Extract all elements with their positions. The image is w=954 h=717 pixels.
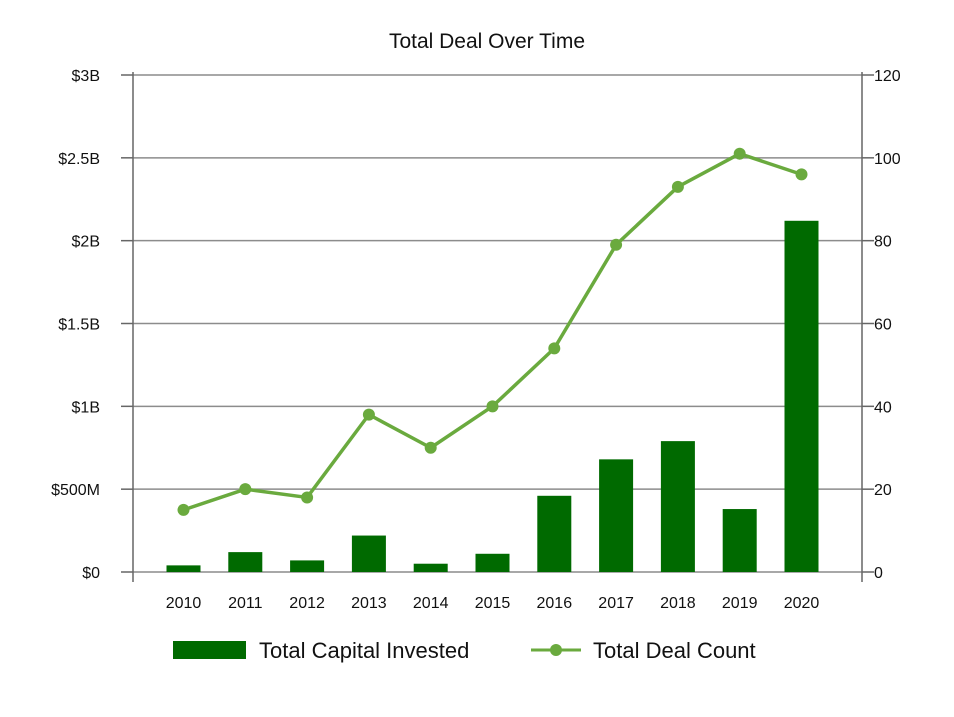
left-axis-tick-label: $0 xyxy=(82,565,100,582)
deal-count-point xyxy=(548,342,561,355)
bar-series xyxy=(166,220,819,572)
deal-count-point xyxy=(486,400,499,413)
chart-title: Total Deal Over Time xyxy=(389,30,585,53)
gridlines xyxy=(133,74,862,573)
right-axis-tick-label: 80 xyxy=(874,234,892,251)
x-axis-tick-label: 2019 xyxy=(722,595,758,612)
deal-count-point xyxy=(239,483,252,496)
deal-count-point xyxy=(362,408,375,421)
right-axis-tick-label: 40 xyxy=(874,399,892,416)
bar xyxy=(290,560,325,572)
bar xyxy=(784,220,819,572)
deal-count-point xyxy=(177,503,190,516)
deal-count-point xyxy=(610,238,623,251)
right-axis-tick-label: 60 xyxy=(874,317,892,334)
right-axis-tick-label: 0 xyxy=(874,565,883,582)
right-axis-tick-label: 120 xyxy=(874,68,901,85)
left-axis-tick-label: $1.5B xyxy=(58,317,100,334)
left-axis-tick-label: $2.5B xyxy=(58,151,100,168)
right-axis-tick-label: 100 xyxy=(874,151,901,168)
left-axis-tick-label: $500M xyxy=(51,482,100,499)
left-axis-tick-label: $2B xyxy=(72,234,100,251)
x-axis-tick-label: 2018 xyxy=(660,595,696,612)
x-axis-tick-label: 2011 xyxy=(228,595,263,612)
legend: Total Capital Invested Total Deal Count xyxy=(173,638,756,663)
legend-swatch-bar xyxy=(173,641,246,659)
bar xyxy=(475,553,510,572)
axes xyxy=(121,72,874,582)
bar xyxy=(599,459,634,572)
line-series xyxy=(177,147,808,516)
left-axis-tick-label: $3B xyxy=(72,68,100,85)
bar xyxy=(413,563,448,572)
x-axis-tick-label: 2013 xyxy=(351,595,387,612)
bar xyxy=(166,565,201,572)
deal-count-point xyxy=(301,491,314,504)
x-axis-tick-label: 2010 xyxy=(166,595,202,612)
x-axis-tick-label: 2016 xyxy=(537,595,573,612)
x-axis-tick-label: 2015 xyxy=(475,595,511,612)
legend-label-line: Total Deal Count xyxy=(593,638,756,663)
x-axis-tick-label: 2014 xyxy=(413,595,449,612)
bar xyxy=(660,441,695,572)
left-axis-tick-label: $1B xyxy=(72,399,100,416)
deal-count-point xyxy=(424,441,437,454)
x-axis-tick-label: 2012 xyxy=(289,595,325,612)
bar xyxy=(351,535,386,572)
x-axis-tick-label: 2017 xyxy=(598,595,634,612)
deal-count-point xyxy=(671,180,684,193)
deal-count-line xyxy=(182,151,803,512)
bar xyxy=(228,552,263,572)
deal-count-point xyxy=(733,147,746,160)
legend-label-bar: Total Capital Invested xyxy=(259,638,469,663)
deal-count-point xyxy=(795,168,808,181)
right-axis-tick-label: 20 xyxy=(874,482,892,499)
bar xyxy=(537,495,572,572)
x-axis-tick-label: 2020 xyxy=(784,595,820,612)
bar xyxy=(722,509,757,572)
legend-swatch-marker xyxy=(550,644,562,656)
tick-labels: $0 $500M $1B $1.5B $2B $2.5B $3B 0 20 40 60 80 100 12… xyxy=(51,68,901,612)
